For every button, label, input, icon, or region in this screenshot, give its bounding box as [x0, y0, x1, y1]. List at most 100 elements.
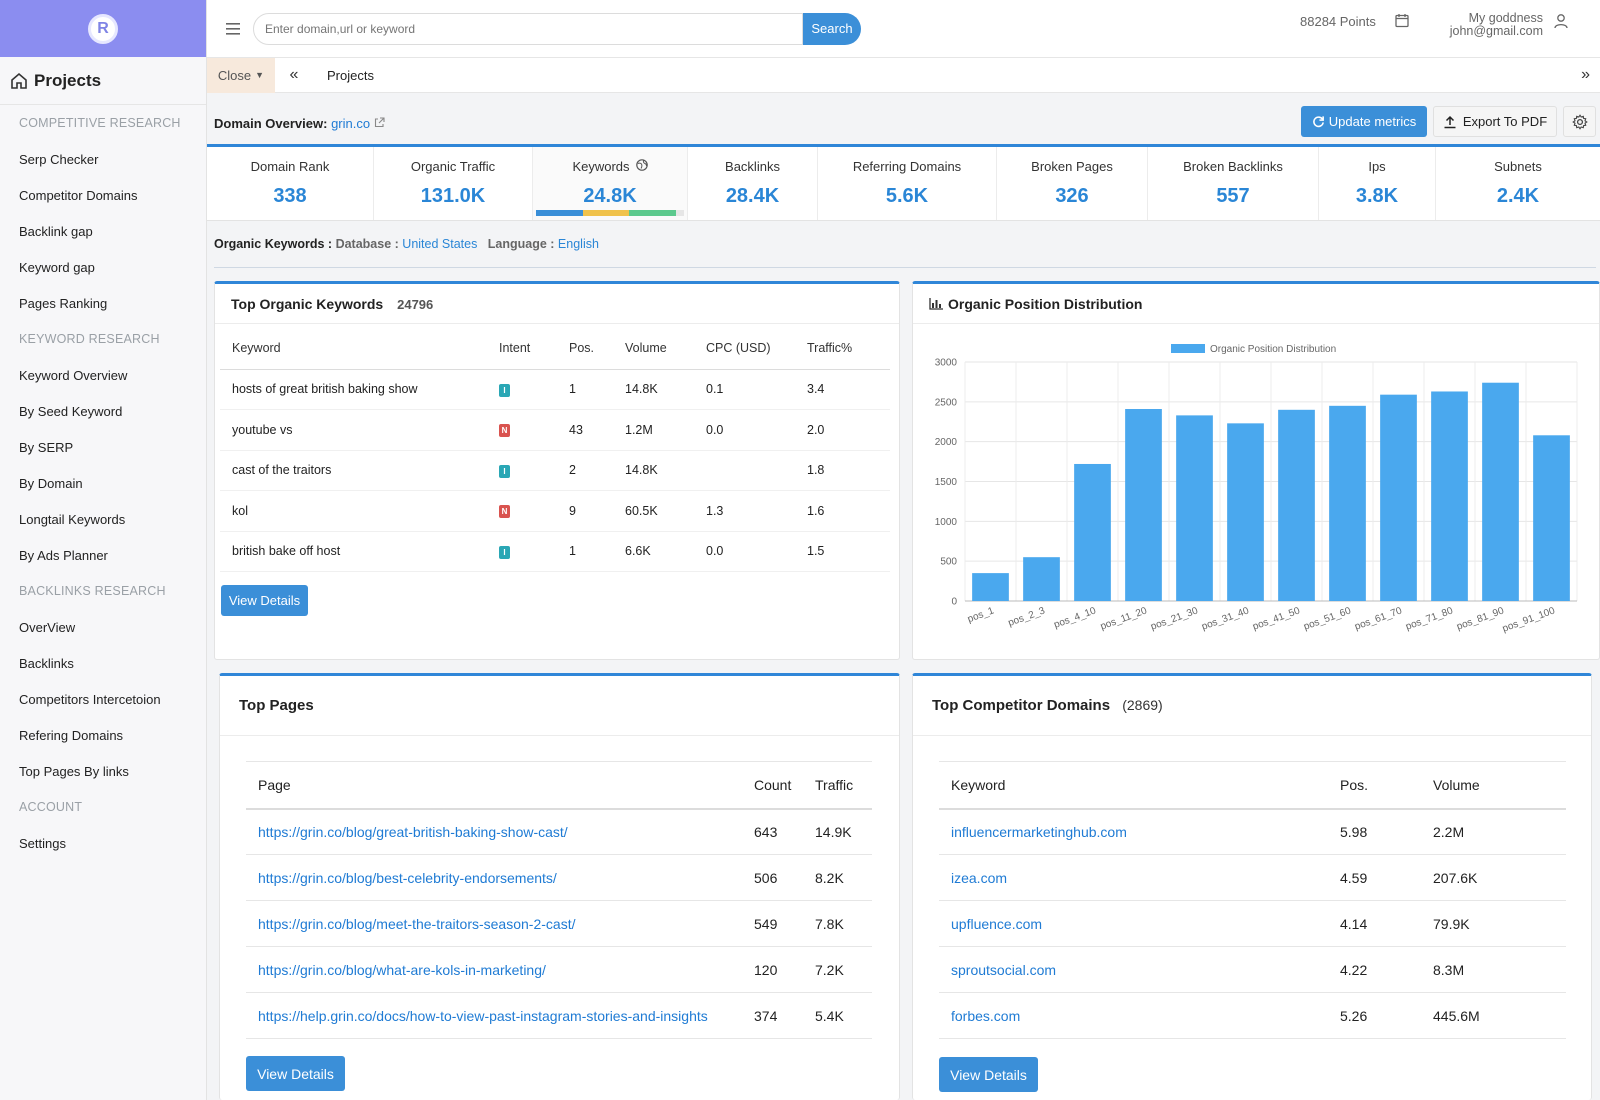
- bar-pos_81_90[interactable]: [1482, 382, 1519, 601]
- table-row[interactable]: youtube vs N 43 1.2M 0.0 2.0: [220, 409, 890, 451]
- tab-projects[interactable]: Projects: [327, 67, 374, 83]
- sidebar-projects-header[interactable]: Projects: [0, 57, 206, 105]
- table-row[interactable]: sproutsocial.com 4.22 8.3M: [939, 946, 1566, 993]
- bar-pos_51_60[interactable]: [1329, 405, 1366, 601]
- bar-pos_11_20[interactable]: [1125, 409, 1162, 601]
- column-header-cpc-usd[interactable]: CPC (USD): [694, 327, 795, 370]
- competitor-domain-link[interactable]: izea.com: [951, 869, 1008, 886]
- sidebar-item-by-ads-planner[interactable]: By Ads Planner: [19, 547, 108, 563]
- menu-toggle-button[interactable]: [213, 9, 253, 49]
- logo[interactable]: R: [88, 13, 118, 44]
- metric-organic-traffic[interactable]: Organic Traffic 131.0K: [374, 147, 533, 220]
- pages-view-details-button[interactable]: View Details: [246, 1056, 345, 1091]
- metric-broken-backlinks[interactable]: Broken Backlinks 557: [1148, 147, 1319, 220]
- table-cell: 2: [557, 450, 613, 491]
- sidebar-item-by-domain[interactable]: By Domain: [19, 475, 83, 491]
- bar-pos_41_50[interactable]: [1278, 409, 1315, 601]
- bar-pos_4_10[interactable]: [1074, 463, 1111, 601]
- column-header-traffic[interactable]: Traffic: [803, 761, 872, 810]
- table-row[interactable]: kol N 9 60.5K 1.3 1.6: [220, 490, 890, 532]
- sidebar-item-overview[interactable]: OverView: [19, 619, 76, 635]
- column-header-volume[interactable]: Volume: [613, 327, 694, 370]
- bar-pos_21_30[interactable]: [1176, 415, 1213, 601]
- sidebar-item-refering-domains[interactable]: Refering Domains: [19, 727, 124, 743]
- table-cell: https://grin.co/blog/what-are-kols-in-ma…: [246, 946, 742, 993]
- globe-icon[interactable]: [635, 159, 648, 174]
- sidebar-item-pages-ranking[interactable]: Pages Ranking: [19, 295, 108, 311]
- table-row[interactable]: https://grin.co/blog/great-british-bakin…: [246, 808, 872, 855]
- table-row[interactable]: https://grin.co/blog/best-celebrity-endo…: [246, 854, 872, 901]
- page-link[interactable]: https://grin.co/blog/best-celebrity-endo…: [258, 869, 557, 886]
- sidebar-item-top-pages-by-links[interactable]: Top Pages By links: [19, 763, 129, 779]
- competitor-domain-link[interactable]: upfluence.com: [951, 915, 1043, 932]
- column-header-traffic[interactable]: Traffic%: [795, 327, 890, 370]
- double-chevron-left-icon[interactable]: «: [289, 66, 299, 83]
- user-icon[interactable]: [1553, 13, 1569, 32]
- metric-ips[interactable]: Ips 3.8K: [1319, 147, 1436, 220]
- competitor-domain-link[interactable]: influencermarketinghub.com: [951, 823, 1127, 840]
- table-row[interactable]: cast of the traitors I 2 14.8K 1.8: [220, 450, 890, 491]
- column-header-pos[interactable]: Pos.: [1328, 761, 1421, 810]
- bar-pos_71_80[interactable]: [1431, 391, 1468, 601]
- column-header-keyword[interactable]: Keyword: [220, 327, 487, 370]
- page-link[interactable]: https://help.grin.co/docs/how-to-view-pa…: [258, 1007, 708, 1024]
- domain-link[interactable]: grin.co: [331, 116, 371, 131]
- table-row[interactable]: https://grin.co/blog/what-are-kols-in-ma…: [246, 946, 872, 993]
- metric-keywords[interactable]: Keywords 24.8K: [533, 147, 688, 220]
- language-value[interactable]: English: [557, 237, 599, 251]
- table-row[interactable]: upfluence.com 4.14 79.9K: [939, 900, 1566, 947]
- page-link[interactable]: https://grin.co/blog/meet-the-traitors-s…: [258, 915, 576, 932]
- database-value[interactable]: United States: [402, 237, 478, 251]
- metric-referring-domains[interactable]: Referring Domains 5.6K: [818, 147, 997, 220]
- metric-subnets[interactable]: Subnets 2.4K: [1436, 147, 1600, 220]
- sidebar-item-serp-checker[interactable]: Serp Checker: [19, 151, 99, 167]
- table-row[interactable]: https://grin.co/blog/meet-the-traitors-s…: [246, 900, 872, 947]
- column-header-intent[interactable]: Intent: [487, 327, 557, 370]
- column-header-keyword[interactable]: Keyword: [939, 761, 1328, 810]
- double-chevron-right-icon[interactable]: »: [1581, 66, 1590, 83]
- sidebar-item-longtail-keywords[interactable]: Longtail Keywords: [19, 511, 126, 527]
- search-button[interactable]: Search: [803, 12, 861, 45]
- table-row[interactable]: izea.com 4.59 207.6K: [939, 854, 1566, 901]
- table-row[interactable]: british bake off host I 1 6.6K 0.0 1.5: [220, 531, 890, 572]
- page-link[interactable]: https://grin.co/blog/great-british-bakin…: [258, 823, 568, 840]
- sidebar-item-backlinks[interactable]: Backlinks: [19, 655, 74, 671]
- search-input[interactable]: [253, 12, 803, 45]
- metric-backlinks[interactable]: Backlinks 28.4K: [688, 147, 818, 220]
- close-dropdown-button[interactable]: Close ▼: [207, 57, 275, 93]
- column-header-pos[interactable]: Pos.: [557, 327, 613, 370]
- sidebar-item-competitors-intercetoion[interactable]: Competitors Intercetoion: [19, 691, 161, 707]
- calendar-icon[interactable]: [1395, 13, 1409, 31]
- export-pdf-button[interactable]: Export To PDF: [1433, 106, 1557, 137]
- table-row[interactable]: hosts of great british baking show I 1 14.8…: [220, 369, 890, 410]
- column-header-page[interactable]: Page: [246, 761, 742, 810]
- bar-pos_1[interactable]: [972, 573, 1009, 601]
- bar-pos_2_3[interactable]: [1023, 557, 1060, 601]
- external-link-icon[interactable]: [374, 116, 385, 131]
- sidebar-item-competitor-domains[interactable]: Competitor Domains: [19, 187, 138, 203]
- metric-domain-rank[interactable]: Domain Rank 338: [207, 147, 374, 220]
- settings-button[interactable]: [1563, 106, 1596, 137]
- update-metrics-button[interactable]: Update metrics: [1301, 106, 1427, 137]
- competitor-domain-link[interactable]: forbes.com: [951, 1007, 1021, 1024]
- bar-pos_61_70[interactable]: [1380, 394, 1417, 601]
- table-row[interactable]: influencermarketinghub.com 5.98 2.2M: [939, 808, 1566, 855]
- metric-broken-pages[interactable]: Broken Pages 326: [997, 147, 1148, 220]
- bar-pos_91_100[interactable]: [1533, 435, 1570, 601]
- sidebar-item-settings[interactable]: Settings: [19, 835, 66, 851]
- column-header-count[interactable]: Count: [742, 761, 803, 810]
- table-row[interactable]: https://help.grin.co/docs/how-to-view-pa…: [246, 992, 872, 1039]
- sidebar-item-backlink-gap[interactable]: Backlink gap: [19, 223, 93, 239]
- sidebar-item-by-seed-keyword[interactable]: By Seed Keyword: [19, 403, 123, 419]
- table-row[interactable]: forbes.com 5.26 445.6M: [939, 992, 1566, 1039]
- bar-pos_31_40[interactable]: [1227, 423, 1264, 601]
- sidebar-item-keyword-gap[interactable]: Keyword gap: [19, 259, 95, 275]
- page-link[interactable]: https://grin.co/blog/what-are-kols-in-ma…: [258, 961, 546, 978]
- sidebar-item-keyword-overview[interactable]: Keyword Overview: [19, 367, 128, 383]
- column-header-volume[interactable]: Volume: [1421, 761, 1566, 810]
- user-info[interactable]: My goddness john@gmail.com: [1447, 12, 1583, 38]
- competitors-view-details-button[interactable]: View Details: [939, 1057, 1038, 1092]
- competitor-domain-link[interactable]: sproutsocial.com: [951, 961, 1057, 978]
- sidebar-item-by-serp[interactable]: By SERP: [19, 439, 74, 455]
- keywords-view-details-button[interactable]: View Details: [221, 585, 308, 616]
